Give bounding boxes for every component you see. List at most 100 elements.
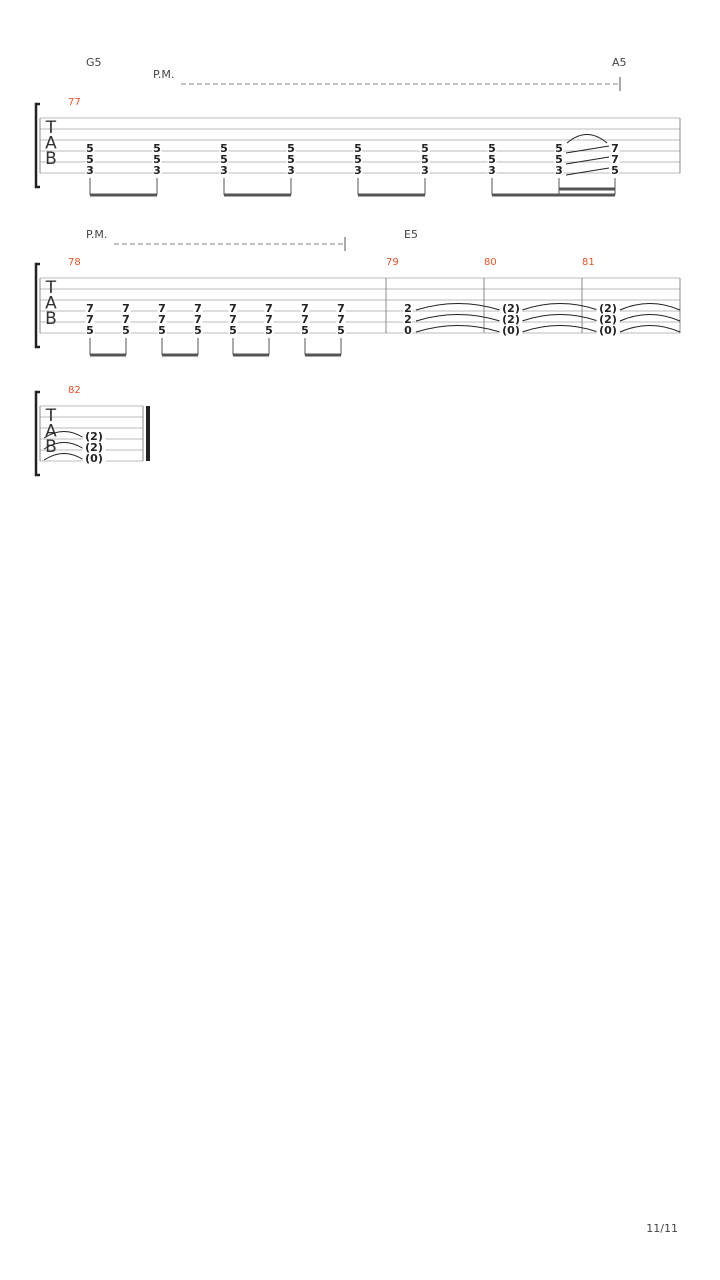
fret-bg	[336, 304, 346, 314]
system-bracket	[34, 102, 40, 189]
fret-number: 5	[488, 142, 496, 155]
fret-number: 7	[265, 313, 273, 326]
fret-number: 3	[354, 164, 362, 177]
fret-bg	[286, 166, 296, 176]
fret-bg	[403, 326, 413, 336]
chord-label: A5	[612, 56, 627, 69]
measure-number: 78	[68, 257, 81, 268]
clef-letter: T	[45, 278, 57, 298]
fret-bg	[300, 326, 310, 336]
fret-bg	[219, 144, 229, 154]
fret-number: 2	[404, 313, 412, 326]
fret-number: 5	[265, 324, 273, 337]
fret-bg	[554, 144, 564, 154]
fret-bg	[487, 166, 497, 176]
fret-number: 7	[337, 302, 345, 315]
fret-bg	[264, 304, 274, 314]
fret-number: 7	[229, 313, 237, 326]
fret-number: 5	[555, 142, 563, 155]
fret-bg	[219, 166, 229, 176]
fret-bg	[85, 326, 95, 336]
fret-number: 5	[86, 324, 94, 337]
fret-number: (2)	[85, 430, 103, 443]
fret-bg	[610, 155, 620, 165]
tie	[619, 303, 681, 311]
fret-bg	[85, 304, 95, 314]
fret-number: 7	[301, 302, 309, 315]
fret-number: 5	[301, 324, 309, 337]
fret-number: 7	[122, 302, 130, 315]
fret-bg	[300, 315, 310, 325]
fret-number: 5	[421, 153, 429, 166]
fret-number: (2)	[599, 302, 617, 315]
fret-number: 7	[194, 313, 202, 326]
fret-number: 5	[220, 153, 228, 166]
fret-number: 5	[194, 324, 202, 337]
tie	[415, 303, 501, 311]
tie	[619, 325, 681, 333]
fret-number: (2)	[599, 313, 617, 326]
fret-number: 5	[354, 153, 362, 166]
palm-mute: P.M.	[86, 228, 107, 241]
measure-number: 82	[68, 385, 81, 396]
fret-bg	[157, 304, 167, 314]
fret-number: 3	[421, 164, 429, 177]
fret-number: 3	[86, 164, 94, 177]
fret-bg	[264, 315, 274, 325]
fret-number: 7	[337, 313, 345, 326]
fret-number: 7	[265, 302, 273, 315]
tie	[566, 134, 608, 144]
fret-bg	[121, 304, 131, 314]
palm-mute: P.M.	[153, 68, 174, 81]
fret-bg	[228, 304, 238, 314]
fret-number: 7	[86, 302, 94, 315]
clef-letter: T	[45, 118, 57, 138]
fret-bg	[554, 166, 564, 176]
fret-bg	[85, 166, 95, 176]
fret-bg	[420, 166, 430, 176]
fret-number: 5	[611, 164, 619, 177]
fret-number: 7	[229, 302, 237, 315]
tie	[43, 431, 85, 439]
fret-bg	[193, 326, 203, 336]
fret-bg	[353, 166, 363, 176]
fret-bg	[353, 144, 363, 154]
fret-bg	[152, 155, 162, 165]
fret-bg	[286, 155, 296, 165]
fret-bg	[487, 155, 497, 165]
fret-bg	[499, 304, 523, 314]
fret-bg	[219, 155, 229, 165]
fret-number: (0)	[599, 324, 617, 337]
final-barline	[146, 406, 150, 461]
fret-number: 7	[194, 302, 202, 315]
fret-number: 5	[220, 142, 228, 155]
fret-bg	[499, 326, 523, 336]
tie	[521, 314, 599, 322]
fret-bg	[152, 166, 162, 176]
fret-number: 5	[354, 142, 362, 155]
clef-letter: B	[45, 437, 57, 457]
fret-bg	[264, 326, 274, 336]
fret-number: 2	[404, 302, 412, 315]
fret-bg	[157, 326, 167, 336]
slide	[565, 145, 610, 154]
fret-bg	[82, 454, 106, 464]
fret-number: 7	[611, 142, 619, 155]
fret-number: 7	[301, 313, 309, 326]
tie	[43, 442, 85, 450]
tie	[415, 325, 501, 333]
fret-number: 5	[153, 142, 161, 155]
clef-letter: T	[45, 406, 57, 426]
fret-number: (0)	[502, 324, 520, 337]
fret-bg	[193, 315, 203, 325]
clef-letter: A	[45, 134, 57, 154]
fret-number: (2)	[502, 313, 520, 326]
fret-bg	[336, 326, 346, 336]
fret-number: 7	[611, 153, 619, 166]
system-bracket	[34, 262, 40, 349]
fret-bg	[85, 155, 95, 165]
clef-letter: B	[45, 149, 57, 169]
fret-bg	[499, 315, 523, 325]
clef-letter: A	[45, 294, 57, 314]
fret-bg	[487, 144, 497, 154]
